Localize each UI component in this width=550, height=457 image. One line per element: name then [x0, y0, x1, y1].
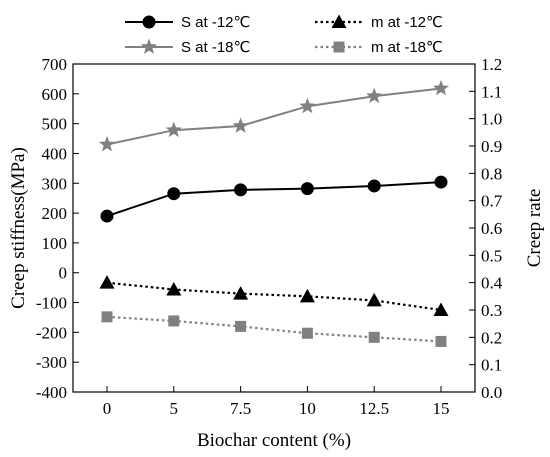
series-0 [100, 175, 448, 223]
data-point [166, 282, 182, 296]
y-right-tick-label: 0.2 [481, 328, 502, 347]
y-left-tick-label: 500 [42, 115, 68, 134]
y-right-tick-label: 0.3 [481, 301, 502, 320]
legend-item: S at -12℃ [125, 14, 250, 31]
data-point [432, 79, 450, 96]
legend-label: S at -12℃ [181, 14, 250, 31]
data-point [433, 302, 449, 316]
legend-marker [333, 41, 345, 53]
x-tick-label: 7.5 [230, 399, 251, 418]
y-right-tick-label: 0.4 [481, 274, 503, 293]
y-right-tick-label: 0.8 [481, 164, 502, 183]
data-point [168, 315, 180, 327]
y-right-tick-label: 0.5 [481, 246, 502, 265]
legend-marker [331, 14, 347, 28]
data-point [300, 182, 314, 196]
y-left-tick-label: -200 [36, 323, 67, 342]
y-left-tick-label: 300 [42, 174, 68, 193]
data-point [232, 117, 249, 133]
y-right-tick-label: 0.0 [481, 383, 502, 402]
series-line [106, 281, 442, 312]
y-left-tick-label: 700 [42, 55, 68, 74]
data-point [99, 275, 115, 289]
data-point [299, 97, 316, 114]
x-tick-label: 5 [170, 399, 179, 418]
data-point [234, 183, 248, 197]
legend-label: S at -18℃ [181, 39, 250, 56]
legend-marker [142, 15, 156, 29]
y-right-tick-label: 1.0 [481, 110, 502, 129]
y-axis-right-title: Creep rate [524, 189, 545, 268]
data-point [167, 187, 181, 201]
data-point [366, 292, 382, 307]
data-point [100, 209, 114, 223]
series-2 [98, 79, 450, 152]
y-left-tick-label: 600 [42, 85, 68, 104]
data-point [98, 136, 116, 152]
data-point [434, 175, 448, 189]
x-tick-label: 12.5 [359, 399, 389, 418]
data-point [366, 87, 383, 104]
y-right-tick-label: 1.2 [481, 55, 502, 74]
y-right-tick-label: 0.1 [481, 356, 502, 375]
data-point [233, 286, 249, 300]
y-left-tick-label: -400 [36, 383, 67, 402]
y-axis-left-title: Creep stiffness(MPa) [8, 147, 29, 309]
legend-label: m at -12℃ [371, 14, 443, 31]
legend-marker [140, 38, 158, 54]
data-point [299, 288, 315, 303]
y-right-tick-label: 0.6 [481, 219, 502, 238]
series-line [106, 87, 442, 146]
data-point [165, 121, 182, 138]
y-right-tick-label: 0.9 [481, 137, 502, 156]
data-point [435, 335, 447, 347]
data-point [301, 327, 313, 339]
data-point [101, 311, 113, 323]
plot-frame [72, 63, 476, 393]
data-point [235, 320, 247, 332]
data-point [368, 331, 380, 343]
series-line [106, 315, 442, 343]
legend-label: m at -18℃ [371, 39, 443, 56]
y-left-tick-label: 0 [59, 264, 68, 283]
y-right-tick-label: 0.7 [481, 192, 503, 211]
data-point [367, 179, 381, 193]
legend-item: m at -18℃ [315, 39, 443, 56]
y-left-tick-label: 400 [42, 144, 68, 163]
series-3 [101, 311, 447, 347]
y-left-tick-label: 100 [42, 234, 68, 253]
x-tick-label: 10 [299, 399, 316, 418]
x-axis-title: Biochar content (%) [197, 430, 351, 451]
y-right-tick-label: 1.1 [481, 82, 502, 101]
plot-area: -400-300-200-10001002003004005006007000.… [36, 55, 503, 418]
y-left-tick-label: -100 [36, 294, 67, 313]
y-left-tick-label: -300 [36, 353, 67, 372]
y-left-tick-label: 200 [42, 204, 68, 223]
x-tick-label: 0 [103, 399, 112, 418]
legend-item: m at -12℃ [315, 14, 443, 31]
x-tick-label: 15 [433, 399, 450, 418]
legend-item: S at -18℃ [125, 38, 250, 56]
series-line [106, 181, 442, 218]
series-1 [99, 275, 449, 316]
legend: S at -12℃ m at -12℃ S at -18℃ m at -18℃ [125, 14, 443, 56]
